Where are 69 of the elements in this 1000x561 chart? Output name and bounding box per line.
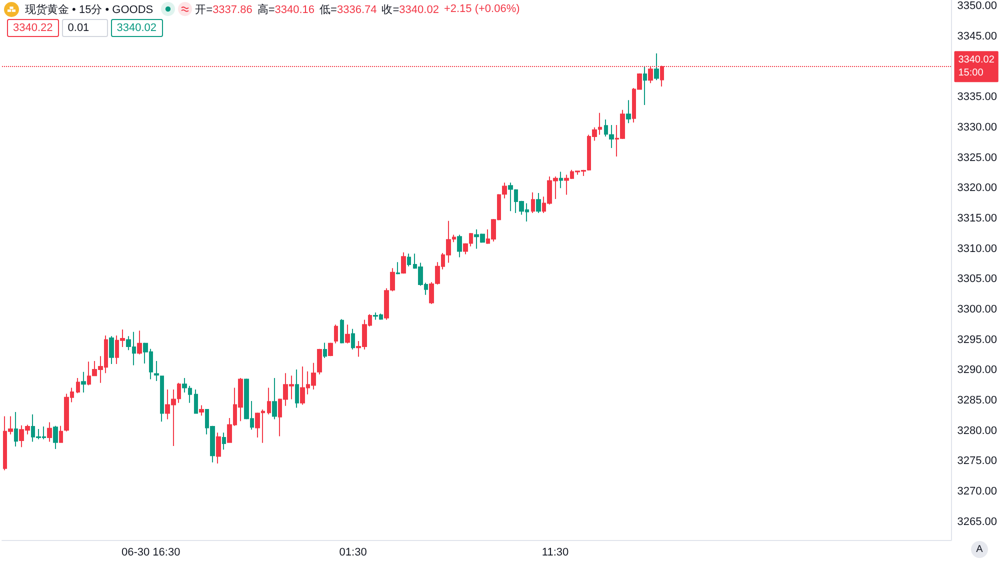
candlestick [188,385,192,404]
candlestick [401,252,406,274]
candlestick [267,387,271,415]
candlestick [598,112,602,136]
candlestick [137,330,142,355]
candlestick [182,378,187,394]
price-field: 0.01 [62,19,108,37]
candlestick [47,422,52,442]
candlestick [194,389,198,414]
y-tick-label: 3290.00 [957,364,998,376]
candlestick [407,253,411,267]
candlestick [323,342,327,358]
annotation: +2.15 (+0.06%) [444,3,520,15]
x-tick-label: 06-30 16:30 [121,546,180,558]
candlestick [53,425,58,450]
candlestick [81,371,86,394]
y-tick-label: 3325.00 [957,152,998,164]
candlestick [272,378,277,420]
candlestick [351,328,355,350]
y-tick-label: 3295.00 [957,334,998,346]
candlestick [536,192,541,214]
candlestick [76,378,80,394]
x-tick-label: 11:30 [542,546,569,558]
candlestick [14,411,18,448]
candlestick [345,324,350,344]
y-tick-label: 3265.00 [957,516,998,528]
candlestick [531,192,535,214]
candlestick [334,324,338,344]
candlestick [654,52,659,81]
candlestick [626,100,631,124]
annotation: 收=3340.02 [382,4,439,16]
x-tick-label: 01:30 [339,546,367,558]
y-tick-label: 3350.00 [957,0,998,12]
y-tick-label: 3330.00 [957,121,998,134]
annotation: 开=3337.86 [195,4,252,16]
candlestick [457,234,462,258]
candlestick [109,336,114,365]
round-button: A [971,541,988,558]
price-field: 3340.22 [7,19,59,37]
candlestick [328,342,333,357]
candlestick [160,375,164,422]
candlestick [559,171,563,189]
candlestick [340,318,344,344]
y-tick-label: 3275.00 [957,455,998,468]
price-field: 3340.02 [110,19,163,37]
y-tick-label: 3270.00 [957,485,998,498]
candlestick [222,432,226,450]
y-tick-label: 3280.00 [957,424,998,437]
candlestick [154,360,159,382]
candlestick [199,404,204,416]
candlestick [216,432,221,464]
y-tick-label: 3305.00 [957,273,998,286]
candlestick [502,182,507,199]
y-tick-label: 3315.00 [957,212,998,224]
y-tick-label: 3300.00 [957,303,998,316]
y-tick-label: 3345.00 [957,30,998,42]
ref-line-label: 3340.02 15:00 [958,54,995,79]
y-tick-label: 3335.00 [957,91,998,104]
candlestick [643,66,647,106]
annotation: 高=3340.16 [257,4,315,16]
candlestick [396,262,400,275]
annotation: 低=3336.74 [320,4,377,16]
candlestick [295,369,299,408]
y-tick-label: 3320.00 [957,182,998,194]
candlestick [317,348,322,375]
chart-title: 现货黄金 • 15分 • GOODS [25,2,154,16]
candlestick [59,425,63,444]
y-tick-label: 3310.00 [957,242,998,255]
y-tick-label: 3285.00 [957,394,998,406]
